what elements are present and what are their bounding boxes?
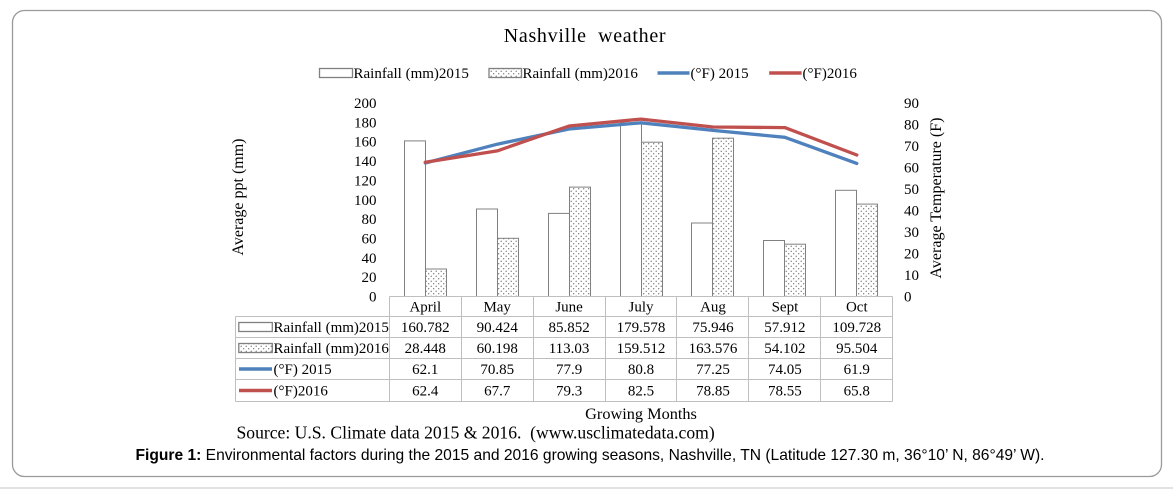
svg-text:67.7: 67.7 <box>484 384 511 400</box>
svg-text:180: 180 <box>354 115 377 131</box>
svg-text:Rainfall (mm)2015: Rainfall (mm)2015 <box>354 66 469 82</box>
svg-text:Rainfall (mm)2016: Rainfall (mm)2016 <box>523 66 639 82</box>
svg-text:Figure 1: Environmental factor: Figure 1: Environmental factors during t… <box>135 447 1044 464</box>
svg-text:109.728: 109.728 <box>832 320 881 336</box>
svg-text:40: 40 <box>362 251 377 267</box>
svg-text:160.782: 160.782 <box>401 320 450 336</box>
svg-text:June: June <box>555 300 583 316</box>
svg-text:163.576: 163.576 <box>689 341 738 357</box>
svg-text:30: 30 <box>904 225 919 241</box>
svg-text:Aug: Aug <box>700 300 726 316</box>
svg-text:90: 90 <box>904 96 919 112</box>
svg-text:75.946: 75.946 <box>692 320 734 336</box>
svg-text:62.4: 62.4 <box>412 384 439 400</box>
svg-text:70.85: 70.85 <box>480 362 514 378</box>
svg-text:85.852: 85.852 <box>548 320 589 336</box>
svg-text:90.424: 90.424 <box>477 320 519 336</box>
svg-text:160: 160 <box>354 135 377 151</box>
svg-text:80: 80 <box>362 212 377 228</box>
svg-text:80: 80 <box>904 118 919 134</box>
svg-text:74.05: 74.05 <box>768 362 802 378</box>
svg-text:Average ppt (mm): Average ppt (mm) <box>230 139 247 256</box>
svg-text:179.578: 179.578 <box>617 320 666 336</box>
svg-text:113.03: 113.03 <box>549 341 590 357</box>
svg-text:82.5: 82.5 <box>628 384 654 400</box>
svg-text:62.1: 62.1 <box>412 362 438 378</box>
svg-text:20: 20 <box>904 247 919 263</box>
svg-text:July: July <box>628 300 654 316</box>
svg-text:159.512: 159.512 <box>617 341 666 357</box>
svg-text:28.448: 28.448 <box>405 341 446 357</box>
svg-text:(°F)2016: (°F)2016 <box>274 384 329 400</box>
svg-text:Growing Months: Growing Months <box>585 404 697 423</box>
svg-text:77.25: 77.25 <box>696 362 730 378</box>
svg-text:40: 40 <box>904 204 919 220</box>
svg-text:April: April <box>409 300 441 316</box>
svg-text:60: 60 <box>904 161 919 177</box>
svg-text:10: 10 <box>904 268 919 284</box>
svg-text:Rainfall (mm)2015: Rainfall (mm)2015 <box>274 320 389 336</box>
svg-text:60: 60 <box>362 231 377 247</box>
svg-text:65.8: 65.8 <box>844 384 870 400</box>
svg-text:95.504: 95.504 <box>836 341 878 357</box>
svg-text:Oct: Oct <box>846 300 868 316</box>
svg-text:140: 140 <box>354 154 377 170</box>
svg-text:120: 120 <box>354 173 377 189</box>
svg-text:57.912: 57.912 <box>764 320 805 336</box>
svg-text:Rainfall (mm)2016: Rainfall (mm)2016 <box>274 341 390 357</box>
svg-text:80.8: 80.8 <box>628 362 654 378</box>
svg-text:May: May <box>483 300 511 316</box>
svg-text:(°F)2016: (°F)2016 <box>803 66 858 82</box>
svg-text:61.9: 61.9 <box>844 362 870 378</box>
svg-text:50: 50 <box>904 182 919 198</box>
svg-text:Nashville weather: Nashville weather <box>504 25 667 47</box>
svg-text:20: 20 <box>362 270 377 286</box>
svg-text:Average Temperature (F): Average Temperature (F) <box>928 118 945 279</box>
svg-text:77.9: 77.9 <box>556 362 582 378</box>
svg-text:200: 200 <box>354 96 377 112</box>
svg-text:0: 0 <box>904 290 912 306</box>
svg-text:78.85: 78.85 <box>696 384 730 400</box>
svg-text:60.198: 60.198 <box>477 341 518 357</box>
svg-text:54.102: 54.102 <box>764 341 805 357</box>
svg-text:(°F) 2015: (°F) 2015 <box>691 66 749 82</box>
svg-text:Sept: Sept <box>772 300 800 316</box>
svg-text:(°F) 2015: (°F) 2015 <box>274 362 332 378</box>
svg-text:79.3: 79.3 <box>556 384 582 400</box>
svg-text:0: 0 <box>369 290 377 306</box>
svg-text:100: 100 <box>354 193 377 209</box>
svg-text:70: 70 <box>904 139 919 155</box>
svg-text:Source: U.S. Climate data 2015: Source: U.S. Climate data 2015 & 2016. (… <box>237 422 715 442</box>
svg-text:78.55: 78.55 <box>768 384 802 400</box>
